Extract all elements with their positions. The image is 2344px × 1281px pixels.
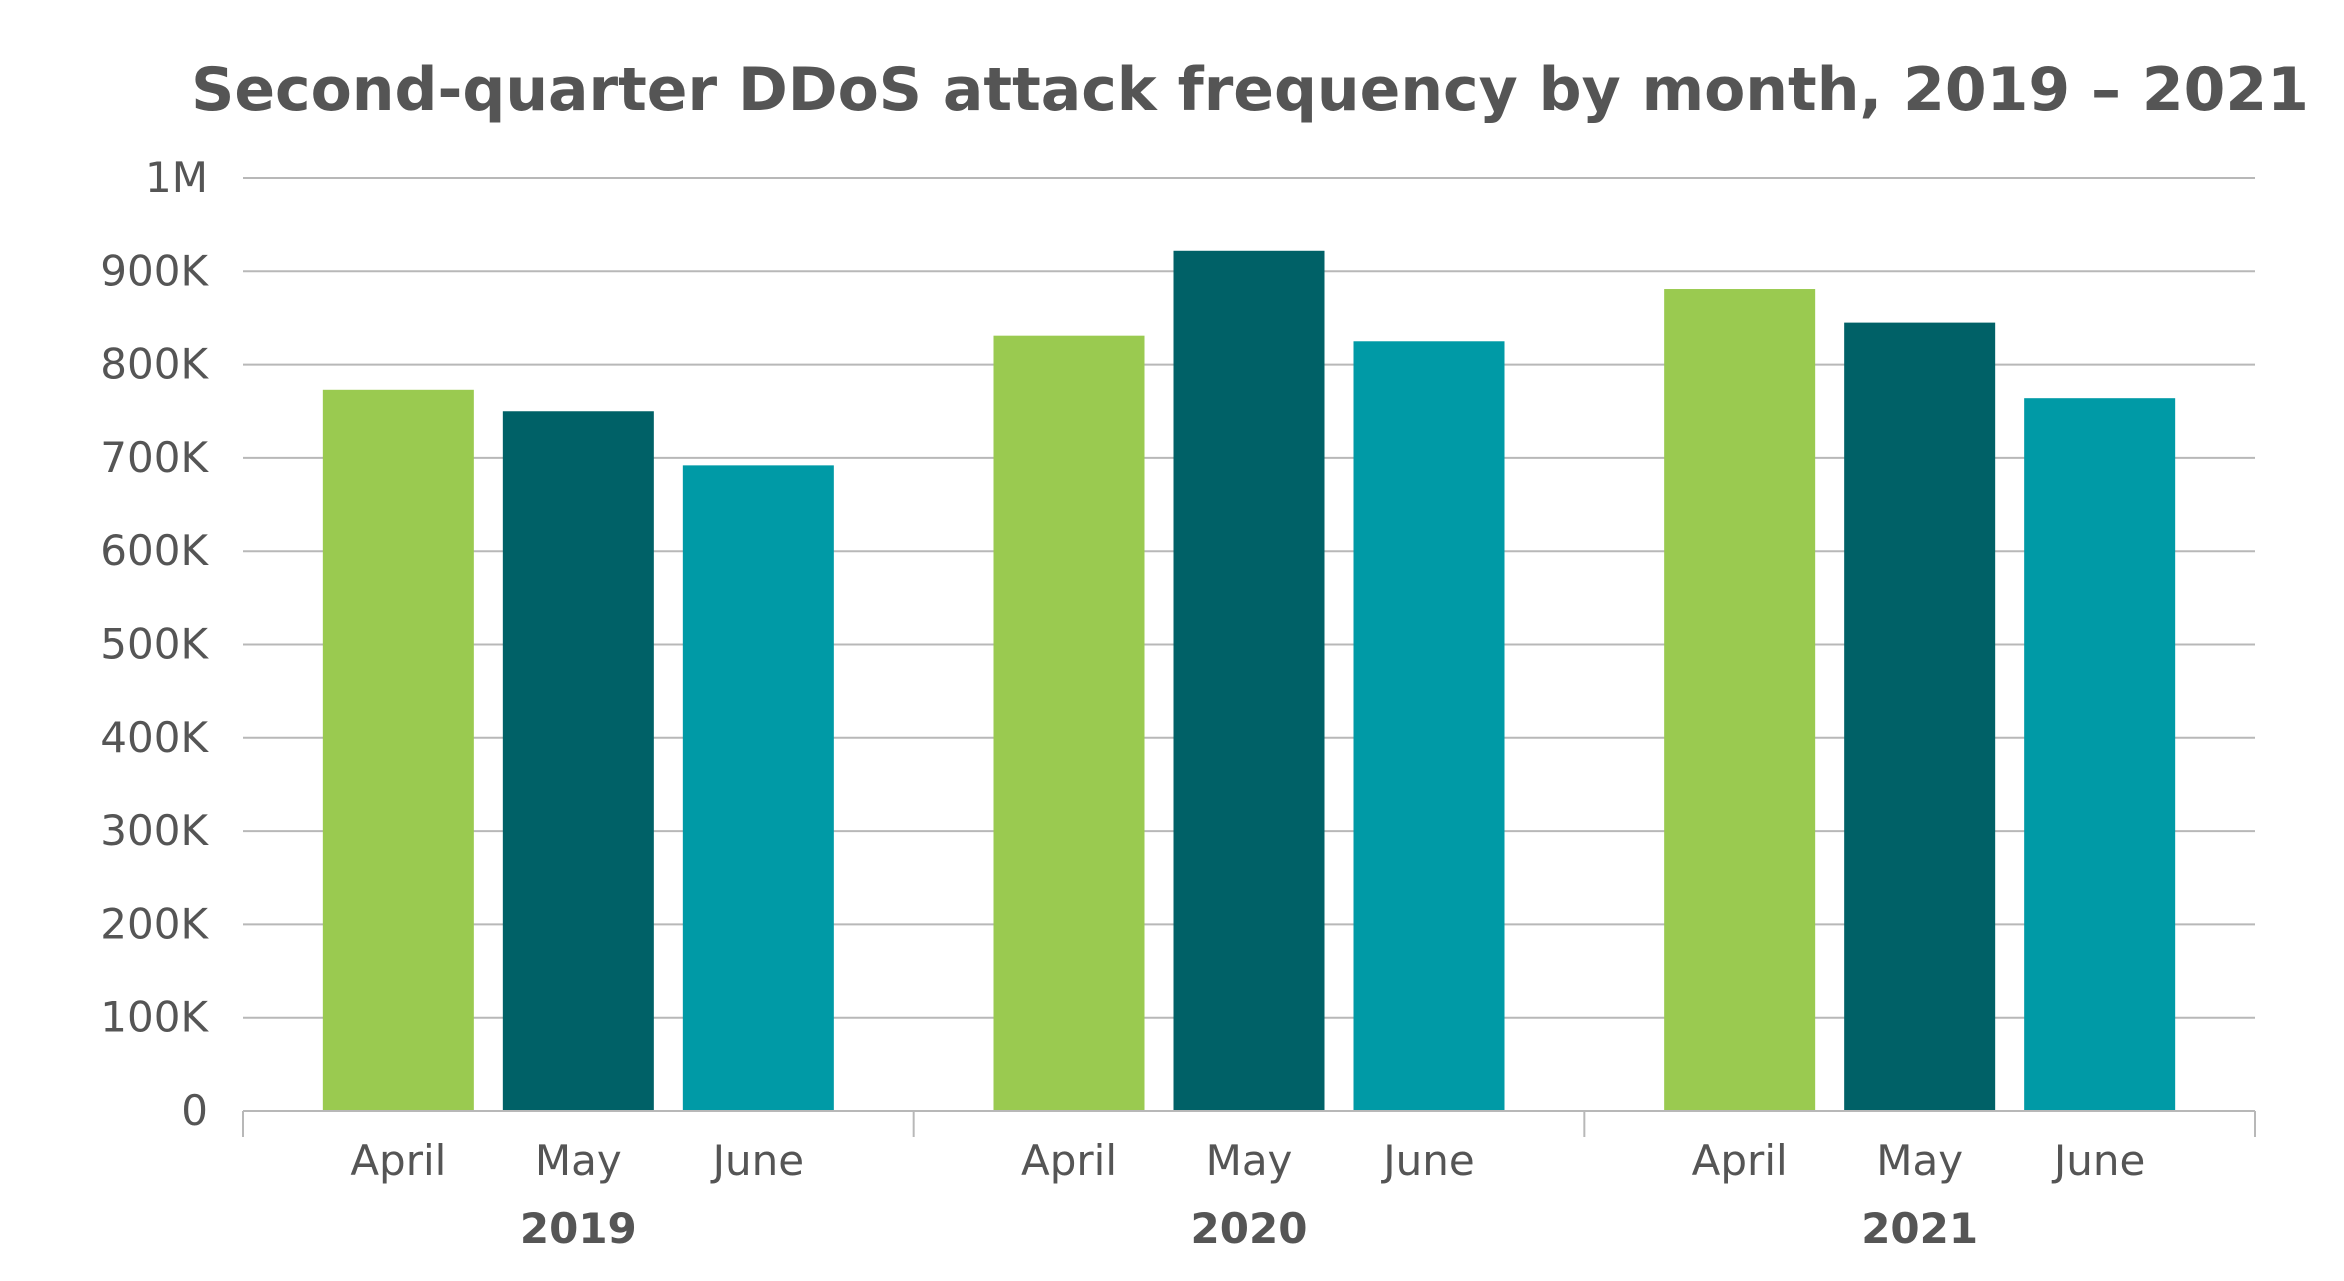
y-tick-label: 0 bbox=[181, 1086, 208, 1135]
bar-2019-june bbox=[682, 465, 834, 1111]
x-tick-label: June bbox=[710, 1136, 804, 1185]
x-group-label: 2020 bbox=[1191, 1204, 1308, 1253]
y-tick-label: 100K bbox=[100, 993, 209, 1042]
y-tick-label: 600K bbox=[100, 526, 209, 575]
x-tick-label: May bbox=[535, 1136, 622, 1185]
x-axis-labels: April May June 2019 April May June 2020 April May… bbox=[350, 1136, 2145, 1253]
x-group-label: 2021 bbox=[1861, 1204, 1978, 1253]
y-tick-label: 300K bbox=[100, 806, 209, 855]
x-tick-label: June bbox=[2051, 1136, 2145, 1185]
bar-2020-may bbox=[1173, 250, 1325, 1112]
bar-2020-june bbox=[1353, 341, 1505, 1111]
x-tick-label: June bbox=[1380, 1136, 1474, 1185]
bar-2021-may bbox=[1844, 322, 1996, 1111]
bar-2021-june bbox=[2024, 398, 2176, 1111]
bars bbox=[322, 250, 2176, 1112]
y-tick-label: 900K bbox=[100, 246, 209, 295]
x-group-label: 2019 bbox=[520, 1204, 637, 1253]
y-tick-label: 800K bbox=[100, 340, 209, 389]
chart-title: Second-quarter DDoS attack frequency by … bbox=[191, 55, 2309, 125]
bar-2019-april bbox=[322, 389, 474, 1111]
bar-2020-april bbox=[993, 335, 1145, 1111]
y-axis-ticks: 0 100K 200K 300K 400K 500K 600K 700K 800K 900K 1M bbox=[100, 153, 209, 1135]
y-tick-label: 200K bbox=[100, 899, 209, 948]
y-tick-label: 500K bbox=[100, 620, 209, 669]
x-tick-label: May bbox=[1206, 1136, 1293, 1185]
bar-2021-april bbox=[1664, 289, 1816, 1112]
x-axis bbox=[242, 1110, 2256, 1137]
bar-2019-may bbox=[502, 411, 654, 1111]
y-tick-label: 1M bbox=[145, 153, 208, 202]
x-tick-label: April bbox=[1021, 1136, 1117, 1185]
y-tick-label: 400K bbox=[100, 713, 209, 762]
y-tick-label: 700K bbox=[100, 433, 209, 482]
x-tick-label: April bbox=[1692, 1136, 1788, 1185]
x-tick-label: May bbox=[1876, 1136, 1963, 1185]
x-tick-label: April bbox=[350, 1136, 446, 1185]
